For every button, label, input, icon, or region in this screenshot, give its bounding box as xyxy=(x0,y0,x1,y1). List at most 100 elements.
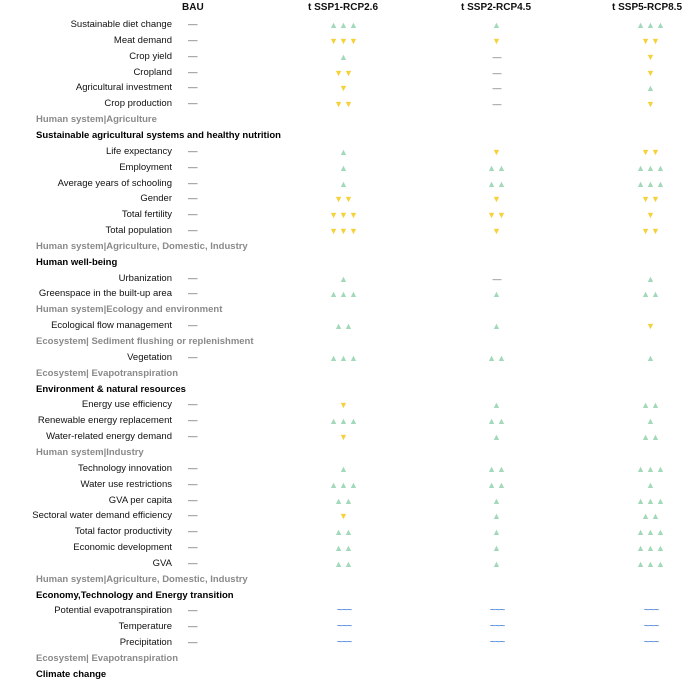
variation-wave-icon: ~~~ xyxy=(643,621,660,633)
table-row: Average years of schooling — ▲ ▲▲ ▲▲▲ xyxy=(0,176,685,192)
row-label: GVA xyxy=(152,557,172,569)
subsystem-heading: Human system|Agriculture, Domestic, Indu… xyxy=(36,573,248,585)
row-label: Precipitation xyxy=(119,637,172,649)
subsystem-heading-row: Human system|Agriculture, Domestic, Indu… xyxy=(0,239,685,255)
decrease-arrows: ▼ xyxy=(646,321,656,332)
decrease-arrows: ▼ xyxy=(646,210,656,221)
subsystem-heading: Ecosystem| Evapotranspiration xyxy=(36,367,179,379)
decrease-arrows: ▼▼ xyxy=(641,146,661,157)
table-row: Total fertility — ▼▼▼ ▼▼ ▼ xyxy=(0,207,685,223)
increase-arrows: ▲ xyxy=(646,352,656,363)
increase-arrows: ▲ xyxy=(492,527,502,538)
increase-arrows: ▲▲ xyxy=(641,289,661,300)
table-row: Vegetation — ▲▲▲ ▲▲ ▲ xyxy=(0,350,685,366)
increase-arrows: ▲▲ xyxy=(334,543,354,554)
bau-value: — xyxy=(188,431,198,443)
variation-wave-icon: ~~~ xyxy=(643,605,660,617)
row-label: Meat demand xyxy=(113,34,172,46)
no-change-dash: — xyxy=(492,67,502,78)
increase-arrows: ▲▲▲ xyxy=(636,178,666,189)
row-label: Crop yield xyxy=(129,50,172,62)
table-row: Economic development — ▲▲ ▲ ▲▲▲ xyxy=(0,540,685,556)
header-ssp2-rcp45: t SSP2-RCP4.5 xyxy=(461,2,532,13)
variation-wave-icon: ~~~ xyxy=(489,621,506,633)
row-label: Water-related energy demand xyxy=(46,431,172,443)
increase-arrows: ▲ xyxy=(492,543,502,554)
table-row: GVA — ▲▲ ▲ ▲▲▲ xyxy=(0,556,685,572)
decrease-arrows: ▼ xyxy=(492,226,502,237)
variation-wave-icon: ~~~ xyxy=(336,605,353,617)
increase-arrows: ▲▲▲ xyxy=(636,20,666,30)
row-label: Urbanization xyxy=(118,272,172,284)
decrease-arrows: ▼▼ xyxy=(641,35,661,46)
increase-arrows: ▲▲▲ xyxy=(636,495,666,506)
increase-arrows: ▲▲ xyxy=(487,162,507,173)
section-heading: Human well-being xyxy=(36,256,118,268)
bau-value: — xyxy=(188,209,198,221)
increase-arrows: ▲ xyxy=(339,178,349,189)
increase-arrows: ▲ xyxy=(492,495,502,506)
bau-value: — xyxy=(188,415,198,427)
table-row: Technology innovation — ▲ ▲▲ ▲▲▲ xyxy=(0,461,685,477)
row-label: Average years of schooling xyxy=(57,177,172,189)
subsystem-heading-row: Ecosystem| Evapotranspiration xyxy=(0,366,685,382)
table-row: Total factor productivity — ▲▲ ▲ ▲▲▲ xyxy=(0,524,685,540)
bau-value: — xyxy=(188,82,198,94)
increase-arrows: ▲▲▲ xyxy=(329,20,359,30)
table-row: Urbanization — ▲ — ▲ xyxy=(0,271,685,287)
bau-value: — xyxy=(188,288,198,300)
decrease-arrows: ▼▼▼ xyxy=(329,210,359,221)
variation-wave-icon: ~~~ xyxy=(336,637,353,649)
no-change-dash: — xyxy=(492,51,502,62)
increase-arrows: ▲ xyxy=(492,432,502,443)
bau-value: — xyxy=(188,637,198,649)
decrease-arrows: ▼ xyxy=(339,432,349,443)
increase-arrows: ▲ xyxy=(492,558,502,569)
decrease-arrows: ▼ xyxy=(492,35,502,46)
bau-value: — xyxy=(188,605,198,617)
bau-value: — xyxy=(188,526,198,538)
bau-value: — xyxy=(188,557,198,569)
subsystem-heading-row: Ecosystem| Evapotranspiration xyxy=(0,651,685,667)
row-label: Crop production xyxy=(104,98,172,110)
increase-arrows: ▲ xyxy=(492,20,502,30)
table-row: Greenspace in the built-up area — ▲▲▲ ▲ ▲▲ xyxy=(0,286,685,302)
increase-arrows: ▲▲▲ xyxy=(329,416,359,427)
decrease-arrows: ▼ xyxy=(339,400,349,411)
row-label: Potential evapotranspiration xyxy=(54,605,172,617)
decrease-arrows: ▼▼ xyxy=(334,194,354,205)
variation-wave-icon: ~~~ xyxy=(489,637,506,649)
bau-value: — xyxy=(188,193,198,205)
row-label: Greenspace in the built-up area xyxy=(38,288,172,300)
subsystem-heading: Human system|Agriculture xyxy=(36,114,157,126)
section-heading: Climate change xyxy=(36,668,107,680)
increase-arrows: ▲ xyxy=(492,400,502,411)
table-row: Gender — ▼▼ ▼ ▼▼ xyxy=(0,191,685,207)
subsystem-heading: Human system|Agriculture, Domestic, Indu… xyxy=(36,240,248,252)
increase-arrows: ▲▲▲ xyxy=(329,352,359,363)
row-label: Energy use efficiency xyxy=(81,399,172,411)
bau-value: — xyxy=(188,50,198,62)
table-row: Sustainable diet change — ▲▲▲ ▲ ▲▲▲ xyxy=(0,17,685,33)
table-row: Temperature — ~~~ ~~~ ~~~ xyxy=(0,619,685,635)
increase-arrows: ▲▲▲ xyxy=(636,558,666,569)
increase-arrows: ▲ xyxy=(492,289,502,300)
subsystem-heading: Human system|Industry xyxy=(36,446,144,458)
header-ssp5-rcp85: t SSP5-RCP8.5 xyxy=(612,2,683,13)
section-heading-row: Environment & natural resources xyxy=(0,382,685,398)
decrease-arrows: ▼▼ xyxy=(641,226,661,237)
table-row: Crop yield — ▲ — ▼ xyxy=(0,49,685,65)
increase-arrows: ▲▲ xyxy=(487,178,507,189)
subsystem-heading-row: Human system|Ecology and environment xyxy=(0,302,685,318)
subsystem-heading-row: Human system|Industry xyxy=(0,445,685,461)
increase-arrows: ▲▲ xyxy=(487,463,507,474)
bau-value: — xyxy=(188,19,198,30)
table-row: Sectoral water demand efficiency — ▼ ▲ ▲▲ xyxy=(0,508,685,524)
increase-arrows: ▲ xyxy=(339,51,349,62)
table-row: GVA per capita — ▲▲ ▲ ▲▲▲ xyxy=(0,493,685,509)
subsystem-heading-row: Ecosystem| Sediment flushing or replenis… xyxy=(0,334,685,350)
bau-value: — xyxy=(188,462,198,474)
table-row: Ecological flow management — ▲▲ ▲ ▼ xyxy=(0,318,685,334)
table-row: Agricultural investment — ▼ — ▲ xyxy=(0,80,685,96)
decrease-arrows: ▼ xyxy=(492,194,502,205)
